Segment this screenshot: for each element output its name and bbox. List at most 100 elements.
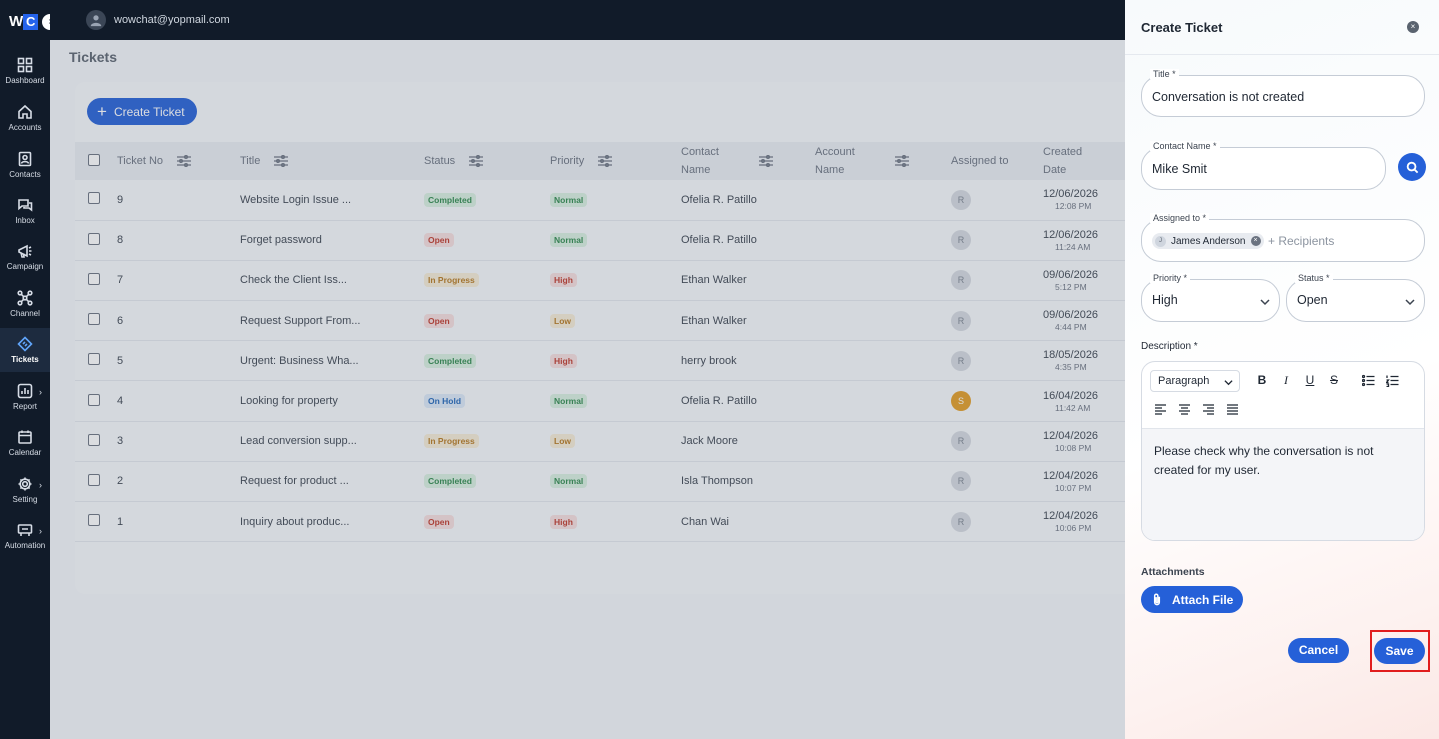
search-icon <box>1406 161 1418 173</box>
align-justify-icon[interactable] <box>1224 403 1240 419</box>
sidebar-item-report[interactable]: Report › <box>0 375 50 419</box>
ticket-title-cell[interactable]: Looking for property <box>240 380 424 422</box>
italic-button[interactable]: I <box>1284 373 1288 387</box>
row-checkbox[interactable] <box>88 473 100 486</box>
ticket-title-cell[interactable]: Website Login Issue ... <box>240 180 424 221</box>
row-checkbox[interactable] <box>88 393 100 406</box>
row-checkbox[interactable] <box>88 272 100 285</box>
numbered-list-icon[interactable] <box>1384 374 1400 390</box>
created-date: 12/04/2026 <box>1043 469 1099 482</box>
table-row[interactable]: 3 Lead conversion supp... In Progress Low Ja… <box>75 421 1125 462</box>
header-account-name: Account Name <box>815 143 855 179</box>
filter-icon[interactable] <box>469 154 484 168</box>
create-ticket-panel: Create Ticket × Title * Conversation is … <box>1125 0 1439 739</box>
sidebar-item-inbox[interactable]: Inbox <box>0 189 50 233</box>
sidebar-item-setting[interactable]: Setting › <box>0 468 50 512</box>
table-row[interactable]: 2 Request for product ... Completed Normal I… <box>75 461 1125 503</box>
account-name-cell <box>815 340 951 382</box>
select-all-checkbox[interactable] <box>88 153 100 166</box>
created-time: 5:12 PM <box>1055 281 1087 292</box>
remove-chip-icon[interactable]: × <box>1250 236 1261 246</box>
description-editor: Paragraph B I U S Please check why the c… <box>1141 361 1425 541</box>
ticket-title-cell[interactable]: Urgent: Business Wha... <box>240 340 424 382</box>
paragraph-format-select[interactable]: Paragraph <box>1150 370 1240 392</box>
ticket-title-cell[interactable]: Forget password <box>240 220 424 261</box>
row-checkbox[interactable] <box>88 514 100 527</box>
sidebar-item-accounts[interactable]: Accounts <box>0 96 50 140</box>
filter-icon[interactable] <box>177 154 192 168</box>
status-label: Status * <box>1295 273 1333 283</box>
plus-icon: + <box>97 102 107 121</box>
filter-icon[interactable] <box>274 154 289 168</box>
contact-name-label: Contact Name * <box>1150 141 1220 151</box>
ticket-title-cell[interactable]: Inquiry about produc... <box>240 501 424 543</box>
ticket-title-cell[interactable]: Lead conversion supp... <box>240 421 424 462</box>
sidebar-item-label: Campaign <box>6 262 44 271</box>
account-name-cell <box>815 501 951 543</box>
chevron-right-icon: › <box>39 480 42 490</box>
table-row[interactable]: 5 Urgent: Business Wha... Completed High her… <box>75 340 1125 382</box>
ticket-no-cell: 9 <box>117 180 240 221</box>
contact-name-value: Mike Smit <box>1152 162 1207 176</box>
created-time: 4:44 PM <box>1055 322 1087 333</box>
contact-name-field[interactable]: Contact Name * Mike Smit <box>1141 141 1386 190</box>
row-checkbox[interactable] <box>88 353 100 366</box>
contact-search-button[interactable] <box>1398 153 1426 181</box>
recipients-input[interactable]: + Recipients <box>1268 234 1335 248</box>
attach-file-button[interactable]: Attach File <box>1141 586 1244 613</box>
ticket-title-cell[interactable]: Request Support From... <box>240 300 424 342</box>
assigned-to-field[interactable]: Assigned to * J James Anderson × + Recip… <box>1141 213 1425 262</box>
underline-button[interactable]: U <box>1305 373 1315 387</box>
row-checkbox[interactable] <box>88 313 100 326</box>
table-row[interactable]: 6 Request Support From... Open Low Ethan Wal… <box>75 300 1125 342</box>
filter-icon[interactable] <box>598 154 613 168</box>
sidebar-item-automation[interactable]: Automation › <box>0 514 50 558</box>
ticket-no-cell: 6 <box>117 300 240 342</box>
strikethrough-button[interactable]: S <box>1329 373 1338 387</box>
row-checkbox[interactable] <box>88 433 100 446</box>
ticket-title-cell[interactable]: Request for product ... <box>240 461 424 503</box>
filter-icon[interactable] <box>758 154 773 168</box>
attachments-label: Attachments <box>1141 566 1205 578</box>
sidebar-item-campaign[interactable]: Campaign <box>0 235 50 279</box>
create-ticket-button[interactable]: + Create Ticket <box>87 98 197 125</box>
contact-name-cell: Ofelia R. Patillo <box>681 380 815 422</box>
priority-select[interactable]: Priority * High <box>1141 273 1280 322</box>
assigned-to-label: Assigned to * <box>1150 213 1210 223</box>
sidebar-item-calendar[interactable]: Calendar <box>0 421 50 465</box>
table-header-row: Ticket No Title Status Priority Contact N… <box>75 142 1125 180</box>
save-button[interactable]: Save <box>1374 638 1425 664</box>
filter-icon[interactable] <box>894 154 909 168</box>
row-checkbox[interactable] <box>88 232 100 245</box>
modal-backdrop[interactable] <box>50 40 1125 739</box>
table-row[interactable]: 8 Forget password Open Normal Ofelia R. Pati… <box>75 220 1125 261</box>
user-avatar-icon <box>86 10 106 30</box>
title-field-value: Conversation is not created <box>1152 90 1305 104</box>
title-field[interactable]: Title * Conversation is not created <box>1141 69 1425 117</box>
user-menu[interactable]: wowchat@yopmail.com <box>86 10 230 30</box>
close-icon[interactable]: × <box>1407 21 1419 33</box>
sidebar-item-tickets[interactable]: Tickets <box>0 328 50 372</box>
table-row[interactable]: 1 Inquiry about produc... Open High Chan Wai… <box>75 501 1125 543</box>
sidebar-item-channel[interactable]: Channel <box>0 282 50 326</box>
row-checkbox[interactable] <box>88 192 100 205</box>
table-row[interactable]: 7 Check the Client Iss... In Progress High E… <box>75 260 1125 302</box>
align-center-icon[interactable] <box>1176 403 1192 419</box>
sidebar-item-contacts[interactable]: Contacts <box>0 143 50 187</box>
align-left-icon[interactable] <box>1152 403 1168 419</box>
user-email: wowchat@yopmail.com <box>114 14 230 26</box>
description-text[interactable]: Please check why the conversation is not… <box>1142 429 1424 540</box>
assignee-avatar: R <box>951 230 971 251</box>
align-right-icon[interactable] <box>1200 403 1216 419</box>
table-row[interactable]: 4 Looking for property On Hold Normal Ofelia… <box>75 380 1125 422</box>
create-ticket-label: Create Ticket <box>113 104 185 119</box>
priority-badge: Normal <box>550 192 588 207</box>
table-row[interactable]: 9 Website Login Issue ... Completed Normal O… <box>75 180 1125 221</box>
cancel-button[interactable]: Cancel <box>1288 638 1349 663</box>
status-select[interactable]: Status * Open <box>1286 273 1425 322</box>
sidebar-item-dashboard[interactable]: Dashboard <box>0 49 50 93</box>
bold-button[interactable]: B <box>1257 373 1267 387</box>
ticket-title-cell[interactable]: Check the Client Iss... <box>240 260 424 302</box>
bullet-list-icon[interactable] <box>1360 374 1376 390</box>
